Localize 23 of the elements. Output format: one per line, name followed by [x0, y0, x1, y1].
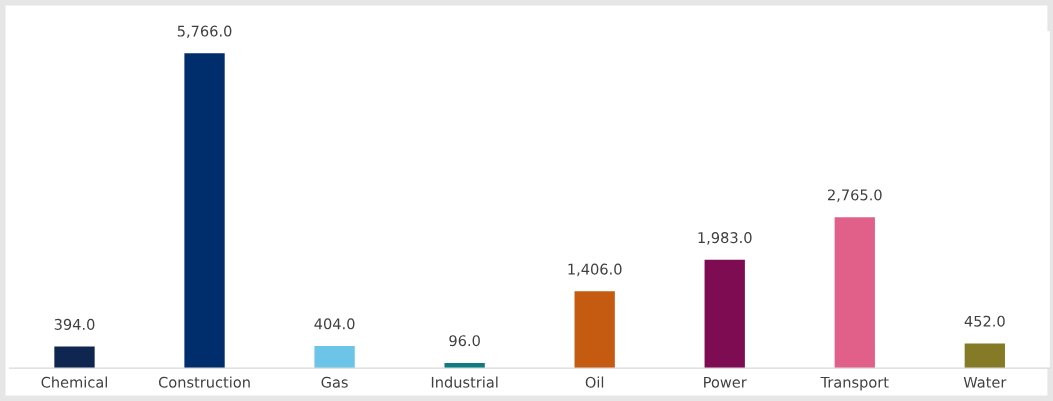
data-label: 394.0	[54, 318, 95, 330]
bar	[704, 259, 745, 369]
data-label: 96.0	[449, 335, 480, 347]
x-tick-label: Chemical	[41, 376, 107, 388]
data-label: 404.0	[314, 318, 355, 330]
bar	[964, 343, 1005, 369]
x-tick-label: Oil	[585, 376, 604, 388]
x-tick-label: Gas	[321, 376, 348, 388]
data-label: 5,766.0	[177, 25, 232, 39]
data-label: 2,765.0	[828, 189, 882, 202]
data-label: 1,406.0	[568, 263, 622, 277]
bar	[314, 346, 355, 369]
data-label: 1,983.0	[698, 232, 752, 245]
x-tick-label: Construction	[158, 376, 250, 388]
data-label: 452.0	[964, 315, 1005, 327]
bar	[574, 291, 615, 369]
x-tick-label: Industrial	[431, 376, 498, 388]
bar	[54, 346, 95, 369]
x-tick-label: Power	[704, 376, 747, 388]
bar	[834, 217, 875, 369]
x-tick-label: Transport	[820, 376, 889, 391]
bar	[184, 53, 225, 369]
x-tick-label: Water	[963, 376, 1007, 388]
